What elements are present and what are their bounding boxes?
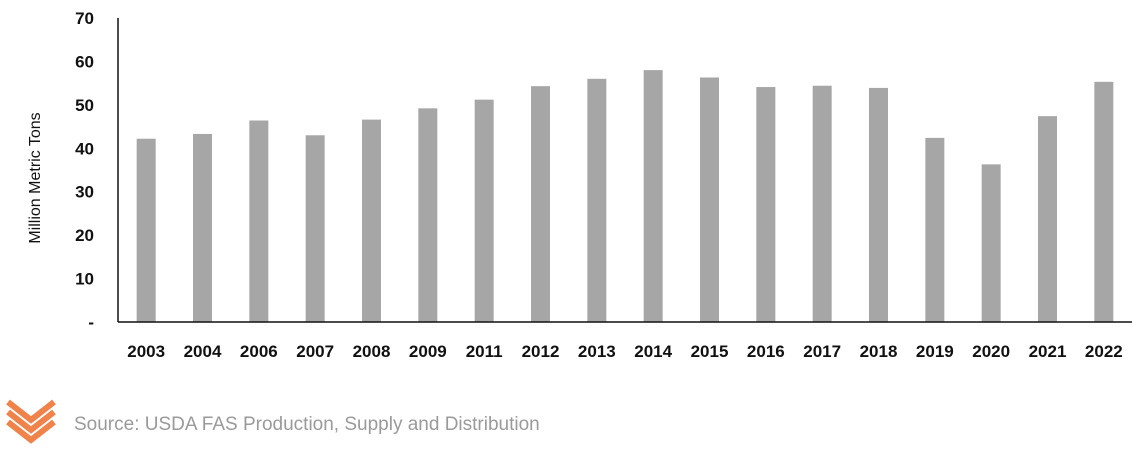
logo-stripe [6, 409, 56, 434]
x-tick-label: 2013 [578, 342, 616, 361]
bar-2015 [700, 77, 719, 322]
logo-stripe [6, 399, 56, 424]
bar-2022 [1094, 81, 1114, 322]
x-tick-labels: 2003 2004 2006 2007 2008 2009 2011 2012 2013 2014… [127, 342, 1122, 361]
bar-2012 [531, 86, 550, 322]
y-tick-label: 10 [75, 270, 94, 289]
bar-2020 [981, 164, 1001, 322]
bar-2019 [925, 137, 945, 322]
x-tick-label: 2012 [522, 342, 560, 361]
bar-2021 [1038, 116, 1057, 322]
y-tick-label: 70 [75, 9, 94, 28]
bar-2013 [587, 78, 607, 322]
x-tick-label: 2007 [296, 342, 334, 361]
x-tick-label: 2021 [1029, 342, 1067, 361]
bar-2017 [812, 85, 832, 323]
x-tick-label: 2018 [860, 342, 898, 361]
bar-2003 [136, 138, 156, 322]
y-tick-label: 30 [75, 183, 94, 202]
bar-2009 [418, 108, 438, 323]
bar-2016 [756, 87, 776, 323]
y-tick-label: 60 [75, 52, 94, 71]
x-tick-label: 2015 [691, 342, 729, 361]
bar-2008 [362, 119, 381, 322]
x-tick-label: 2009 [409, 342, 447, 361]
bar-2007 [305, 135, 325, 322]
bar-2014 [643, 70, 663, 322]
y-axis-label: Million Metric Tons [27, 112, 44, 243]
x-tick-label: 2011 [466, 342, 503, 361]
x-tick-label: 2014 [634, 342, 672, 361]
bar-2011 [474, 99, 494, 322]
x-tick-label: 2020 [972, 342, 1010, 361]
bar-2018 [869, 87, 888, 322]
x-tick-label: 2022 [1085, 342, 1123, 361]
y-tick-label: 20 [75, 226, 94, 245]
x-tick-label: 2004 [184, 342, 222, 361]
y-tick-label: 40 [75, 139, 94, 158]
chevron-stripes-logo-icon [6, 399, 56, 444]
x-tick-label: 2006 [240, 342, 278, 361]
x-tick-label: 2017 [803, 342, 841, 361]
logo-stripe [6, 419, 56, 444]
x-tick-label: 2019 [916, 342, 954, 361]
x-tick-label: 2008 [353, 342, 391, 361]
bar-2006 [249, 120, 269, 323]
x-tick-label: 2003 [127, 342, 165, 361]
bars-group [136, 70, 1114, 323]
y-tick-label: 50 [75, 96, 94, 115]
source-note: Source: USDA FAS Production, Supply and … [74, 414, 540, 435]
y-tick-labels: - 10 20 30 40 50 60 70 [75, 9, 94, 332]
x-tick-label: 2016 [747, 342, 785, 361]
y-tick-label: - [88, 313, 94, 332]
bar-chart: - 10 20 30 40 50 60 70 2003 2004 2006 2007 2008 2009… [27, 9, 1132, 361]
bar-2004 [193, 133, 212, 322]
footer: Source: USDA FAS Production, Supply and … [0, 396, 1138, 451]
